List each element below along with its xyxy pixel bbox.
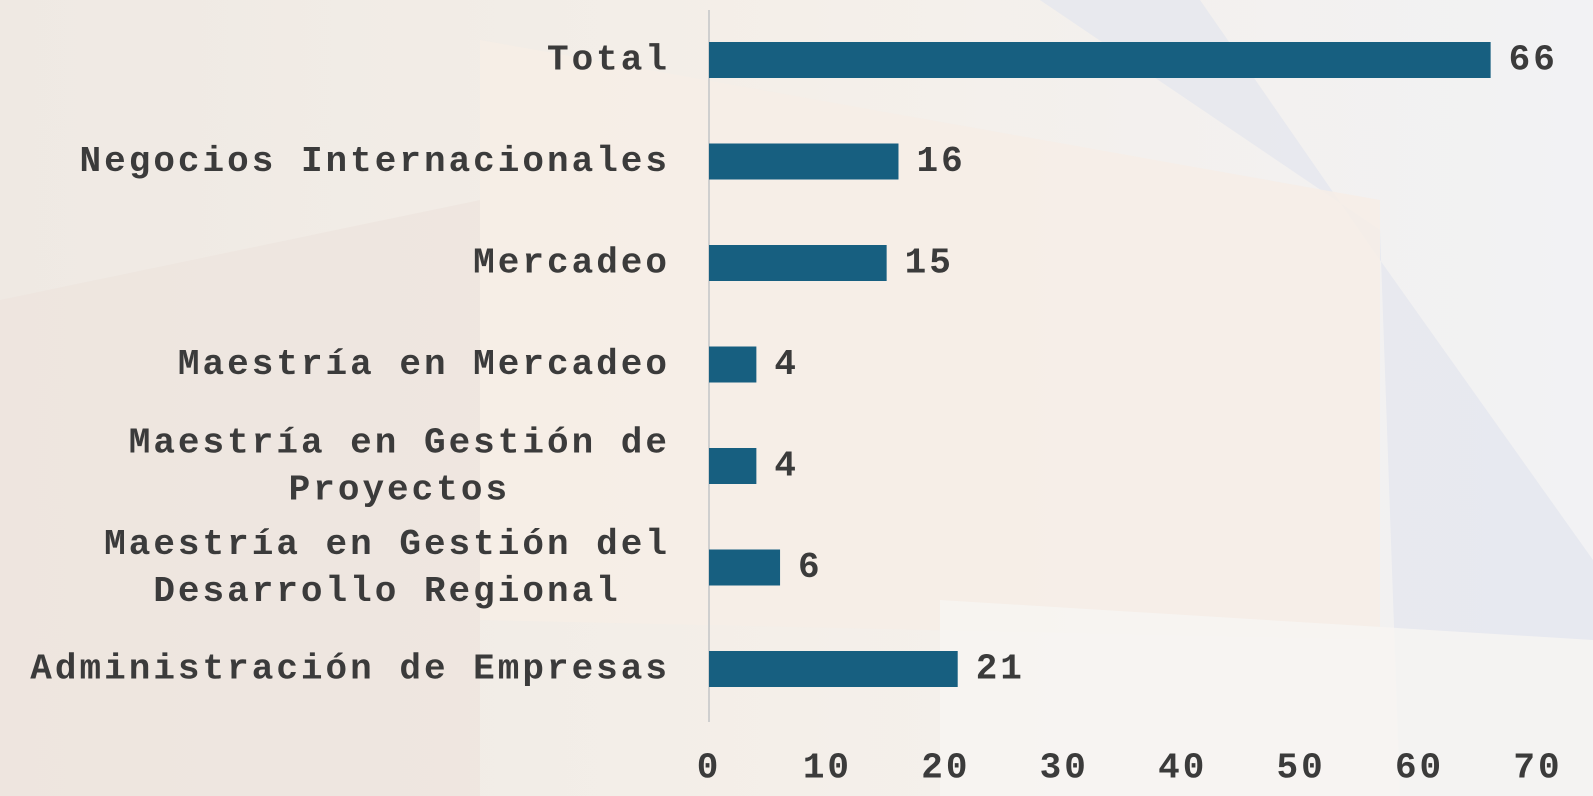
value-label: 16 [916,141,965,182]
value-label: 4 [774,446,799,487]
y-tick-label: Maestría en Gestión de Proyectos [129,422,670,510]
bar [709,143,899,180]
x-tick-label: 70 [1513,748,1562,789]
value-label: 66 [1509,40,1558,81]
y-tick-label: Mercadeo [473,243,670,284]
x-tick-label: 30 [1040,748,1089,789]
value-label: 15 [905,243,954,284]
background-shape [1040,0,1593,796]
y-tick-label: Negocios Internacionales [80,141,670,182]
x-tick-label: 50 [1277,748,1326,789]
x-tick-label: 0 [697,748,722,789]
bar [709,42,1491,78]
bar [709,549,781,586]
background-shape [480,40,1380,640]
value-label: 4 [774,344,799,385]
bar [709,651,958,687]
value-label: 6 [798,547,823,588]
x-tick-label: 10 [803,748,852,789]
value-label: 21 [976,649,1025,690]
bar [709,346,757,383]
x-tick-label: 60 [1395,748,1444,789]
x-tick-label: 20 [921,748,970,789]
bar [709,448,757,484]
bar [709,245,887,281]
y-tick-label: Administración de Empresas [30,649,670,690]
background-shape [940,600,1593,796]
background-shape [0,200,480,796]
y-tick-label: Total [547,40,670,81]
y-tick-label: Maestría en Mercadeo [178,344,670,385]
y-tick-label: Maestría en Gestión del Desarrollo Region… [104,524,670,612]
x-tick-label: 40 [1158,748,1207,789]
